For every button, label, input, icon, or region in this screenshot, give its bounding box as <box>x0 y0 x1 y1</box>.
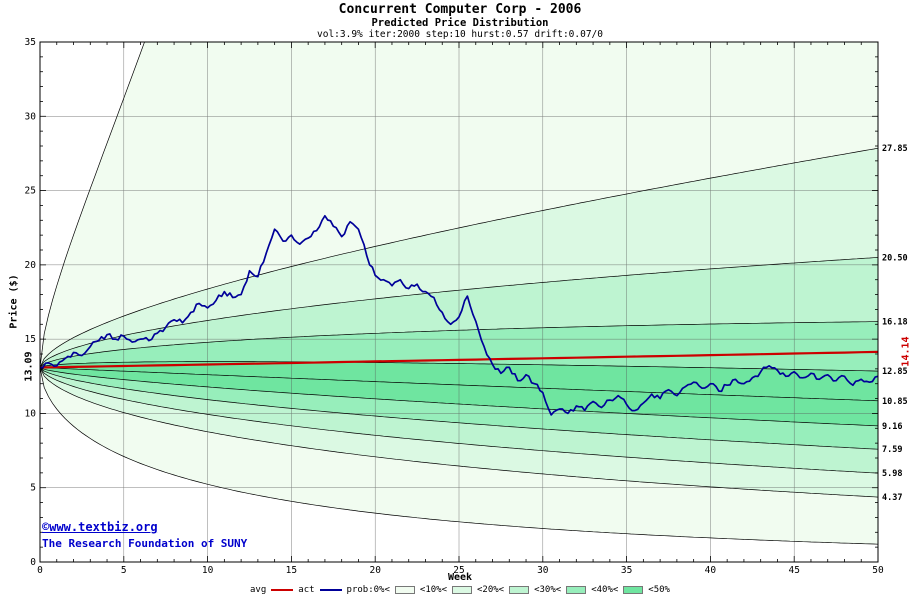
quantile-curve-20 <box>40 367 878 474</box>
quantile-end-label: 16.18 <box>882 318 908 328</box>
quantile-curve-70 <box>40 321 878 368</box>
grid <box>40 42 878 562</box>
band-0-10 <box>40 367 878 545</box>
quantile-end-labels: 27.85 20.50 16.18 12.85 10.85 9.16 7.59 5.98 4.3… <box>882 144 908 503</box>
axis-tick-labels: 0 5 10 15 20 25 30 35 0 5 10 15 20 25 30 35 40 45 50 <box>25 37 884 576</box>
legend-act-label: act <box>298 585 315 595</box>
quantile-curve-60 <box>40 361 878 372</box>
avg-line <box>40 350 878 369</box>
quantile-curves <box>40 42 878 545</box>
quantile-curve-40 <box>40 367 878 427</box>
band-20-30 <box>40 367 878 474</box>
quantile-curve-50 <box>40 367 878 402</box>
y-tick-label: 30 <box>25 111 37 122</box>
legend-band-swatch-50 <box>623 586 644 594</box>
x-tick-label: 5 <box>121 565 127 576</box>
chart-title: Concurrent Computer Corp - 2006 <box>338 2 582 17</box>
quantile-curve-80 <box>40 257 878 368</box>
y-tick-label: 15 <box>25 334 36 345</box>
legend-prob-30-label: <30%< <box>534 585 562 595</box>
quantile-end-label: 12.85 <box>882 367 908 377</box>
y-tick-label: 5 <box>30 483 36 494</box>
start-price-label: 13.09 <box>23 351 35 382</box>
x-tick-label: 10 <box>202 565 214 576</box>
legend-prob-50-label: <50% <box>648 585 670 595</box>
quantile-end-label: 7.59 <box>882 445 902 455</box>
legend-avg-line-sample <box>271 589 294 591</box>
quantile-end-label: 9.16 <box>882 422 902 432</box>
y-tick-label: 0 <box>30 557 36 568</box>
quantile-curve-10 <box>40 367 878 498</box>
y-axis-title: Price ($) <box>8 274 20 329</box>
legend-band-swatch-20 <box>452 586 472 594</box>
legend-band-swatch-30 <box>509 586 530 594</box>
legend-prob-10-label: <10%< <box>419 585 447 595</box>
chart-subtitle: Predicted Price Distribution <box>371 17 549 29</box>
y-tick-label: 20 <box>25 260 37 271</box>
chart-params: vol:3.9% iter:2000 step:10 hurst:0.57 dr… <box>317 29 603 40</box>
watermark-org: The Research Foundation of SUNY <box>42 537 248 550</box>
axis-ticks <box>39 41 879 563</box>
legend-band-swatch-10 <box>394 586 415 594</box>
avg-end-price-label: 14.14 <box>900 336 912 367</box>
x-tick-label: 25 <box>453 565 464 576</box>
quantile-end-label: 5.98 <box>882 469 902 479</box>
act-line <box>40 214 878 416</box>
x-tick-label: 20 <box>369 565 381 576</box>
legend-prob-0-label: prob:0%< <box>346 585 390 595</box>
quantile-end-label: 4.37 <box>882 493 902 503</box>
x-tick-label: 15 <box>286 565 297 576</box>
y-tick-label: 10 <box>25 408 37 419</box>
x-tick-label: 45 <box>788 565 799 576</box>
quantile-curve-90 <box>40 147 878 368</box>
quantile-curve-0 <box>40 367 878 545</box>
legend-band-swatch-40 <box>566 586 587 594</box>
x-tick-label: 35 <box>621 565 632 576</box>
y-tick-label: 25 <box>25 186 36 197</box>
watermark-site-link[interactable]: ©www.textbiz.org <box>42 520 158 534</box>
x-axis-title: Week <box>447 572 473 583</box>
band-10-20 <box>40 367 878 498</box>
legend-act-line-sample <box>319 589 342 591</box>
legend-prob-40-label: <40%< <box>591 585 619 595</box>
quantile-end-label: 20.50 <box>882 253 908 263</box>
quantile-curve-30 <box>40 367 878 450</box>
x-tick-label: 40 <box>705 565 717 576</box>
legend-avg-label: avg <box>250 585 267 595</box>
quantile-end-label: 27.85 <box>882 144 908 154</box>
chart-legend: avg act prob:0%< <10%< <20%< <30%< <40%<… <box>0 585 920 595</box>
legend-prob-20-label: <20%< <box>477 585 505 595</box>
x-tick-label: 0 <box>37 565 43 576</box>
y-tick-label: 35 <box>25 37 36 48</box>
x-tick-label: 30 <box>537 565 549 576</box>
x-tick-label: 50 <box>872 565 884 576</box>
quantile-end-label: 10.85 <box>882 397 908 407</box>
